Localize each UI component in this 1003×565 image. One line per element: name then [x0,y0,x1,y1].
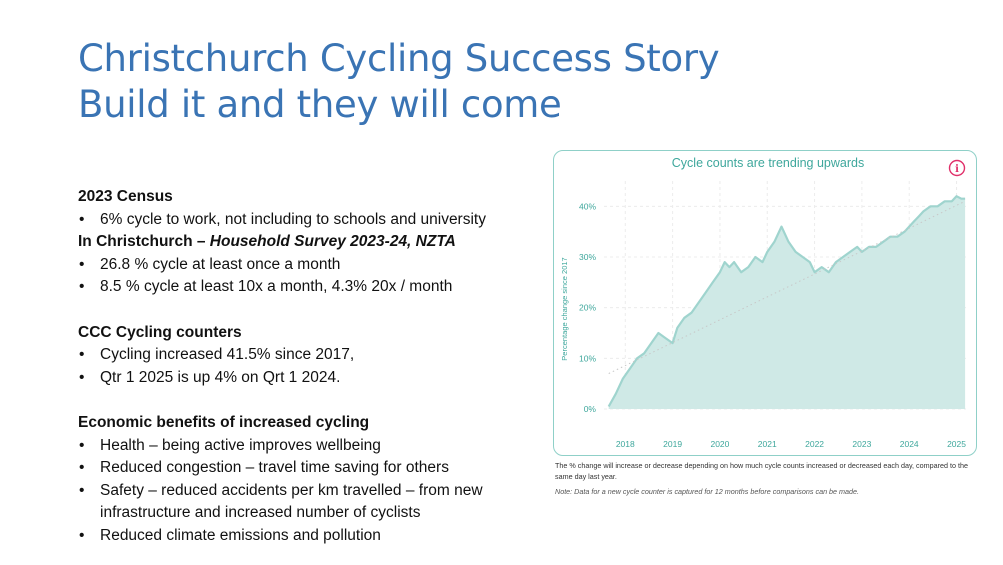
series-area [608,196,966,409]
svg-text:i: i [955,164,959,175]
cycle-count-chart: 0%10%20%30%40% 2018 2019 2020 2021 2022 2023 2… [560,156,966,449]
list-item: Safety – reduced accidents per km travel… [78,480,548,525]
census-list: 6% cycle to work, not including to schoo… [78,209,548,232]
trend-line [608,200,966,374]
x-tick-label: 2023 [852,439,871,449]
list-item: 6% cycle to work, not including to schoo… [78,209,548,232]
list-item: Qtr 1 2025 is up 4% on Qrt 1 2024. [78,367,548,390]
x-tick-labels: 2018 2019 2020 2021 2022 2023 2024 2025 [616,439,966,449]
x-tick-label: 2021 [758,439,777,449]
christchurch-heading-source: Household Survey 2023-24, NZTA [209,233,456,250]
chart-panel: 0% 10% 20% 30% 40% 2018 2019 2020 2021 2022 2023 2… [553,150,981,502]
benefits-heading: Economic benefits of increased cycling [78,414,370,431]
x-tick-label: 2019 [663,439,682,449]
series-line [607,195,966,408]
info-icon[interactable]: i [948,159,966,177]
y-tick-label: 10% [579,353,596,363]
x-tick-label: 2022 [805,439,824,449]
list-item: Reduced climate emissions and pollution [78,525,548,548]
christchurch-list: 26.8 % cycle at least once a month 8.5 %… [78,254,548,299]
list-item: Health – being active improves wellbeing [78,435,548,458]
list-item: 8.5 % cycle at least 10x a month, 4.3% 2… [78,276,548,299]
list-item: 26.8 % cycle at least once a month [78,254,548,277]
y-tick-labels: 0% 10% 20% 30% 40% [579,201,596,414]
chart-note: The % change will increase or decrease d… [555,461,968,481]
y-tick-label: 0% [584,404,597,414]
content-text: 2023 Census 6% cycle to work, not includ… [78,186,548,547]
x-tick-label: 2024 [900,439,919,449]
chart-title: Cycle counts are trending upwards [672,156,864,170]
x-tick-label: 2018 [616,439,635,449]
list-item: Cycling increased 41.5% since 2017, [78,344,548,367]
chart-area-layer [607,195,966,409]
counters-heading: CCC Cycling counters [78,323,242,341]
chart-data-note: Note: Data for a new cycle counter is ca… [555,487,860,496]
census-heading: 2023 Census [78,188,173,205]
y-tick-label: 40% [579,201,596,211]
x-tick-label: 2020 [710,439,729,449]
y-tick-label: 30% [579,252,596,262]
counters-list: Cycling increased 41.5% since 2017, Qtr … [78,344,548,389]
slide-title: Christchurch Cycling Success Story Build… [78,36,720,128]
y-tick-label: 20% [579,303,596,313]
christchurch-heading-plain: In Christchurch – [78,233,210,250]
y-axis-label: Percentage change since 2017 [560,257,569,360]
chart-box: 0% 10% 20% 30% 40% 2018 2019 2020 2021 2022 2023 2… [553,150,977,456]
title-line-2: Build it and they will come [78,83,562,126]
title-line-1: Christchurch Cycling Success Story [78,37,720,80]
benefits-list: Health – being active improves wellbeing… [78,435,548,548]
list-item: Reduced congestion – travel time saving … [78,457,548,480]
x-tick-label: 2025 [947,439,966,449]
christchurch-heading: In Christchurch – Household Survey 2023-… [78,231,548,254]
